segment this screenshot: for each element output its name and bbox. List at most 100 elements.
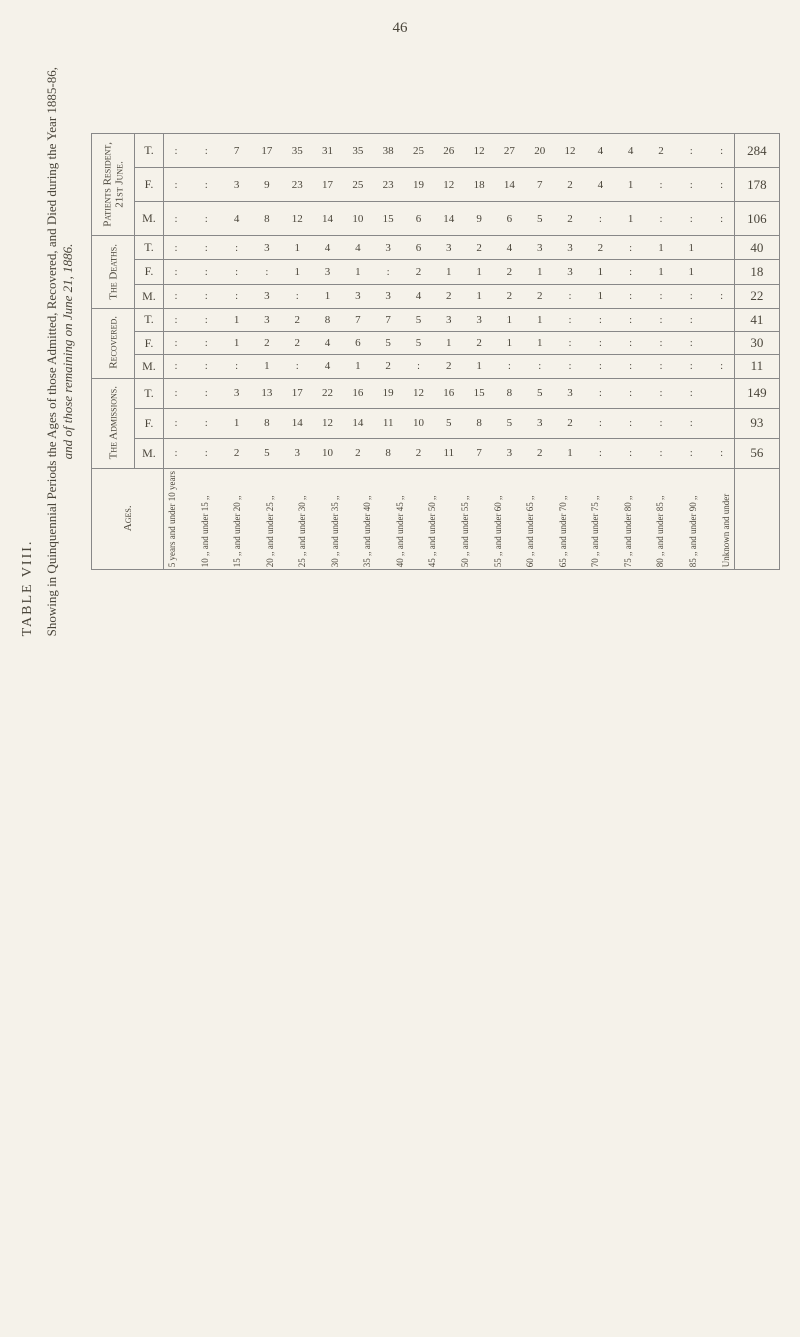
data-value: : [654,387,668,399]
total-cell: 178 [734,168,779,202]
data-value: 1 [533,314,547,326]
data-value: : [593,447,607,459]
data-value: : [684,290,698,302]
data-value: 4 [411,290,425,302]
age-range-item: 20 ,, and under 25 ,, [265,471,275,567]
table-row: F.::3923172523191218147241:::178 [92,168,780,202]
data-cell: ::71735313538252612272012442:: [163,134,734,168]
data-value: 1 [654,266,668,278]
section-header: The Deaths. [92,236,135,309]
total-cell: 284 [734,134,779,168]
table-row: F.::::131:2112131:1118 [92,260,780,284]
age-range-item: 30 ,, and under 35 ,, [330,471,340,567]
data-value: : [593,387,607,399]
data-value: 3 [230,179,244,191]
ages-row: Ages.5 years and under 10 years10 ,, and… [92,468,780,569]
data-value: 9 [260,179,274,191]
data-value: 11 [442,447,456,459]
data-value: : [624,242,638,254]
data-value: : [654,314,668,326]
data-value: 25 [351,179,365,191]
data-value: 12 [411,387,425,399]
data-value: 26 [442,145,456,157]
data-value: : [684,417,698,429]
table-row: Patients Resident,21st June.T.::71735313… [92,134,780,168]
data-value [715,266,729,278]
data-value: 14 [290,417,304,429]
row-label: T. [134,378,163,408]
data-value: 1 [563,447,577,459]
data-value: 1 [290,242,304,254]
data-value: : [624,447,638,459]
data-value: 2 [593,242,607,254]
data-value: : [654,290,668,302]
data-value: : [199,266,213,278]
data-value: : [654,447,668,459]
table-wrapper: Patients Resident,21st June.T.::71735313… [91,133,780,570]
data-value: 4 [230,213,244,225]
data-value: : [290,360,304,372]
data-value: : [502,360,516,372]
data-value: : [684,337,698,349]
data-value [715,337,729,349]
data-value: 14 [321,213,335,225]
data-value: 16 [351,387,365,399]
data-value: 1 [351,266,365,278]
data-value: 7 [351,314,365,326]
data-cell: ::48121410156149652:1::: [163,202,734,236]
data-cell: :::3:13342122:1:::: [163,284,734,308]
data-value: 15 [381,213,395,225]
data-value: 4 [321,337,335,349]
data-value: : [654,417,668,429]
data-value: : [593,337,607,349]
data-value: : [684,360,698,372]
data-value: 2 [472,337,486,349]
data-value: 14 [502,179,516,191]
data-value: 5 [533,387,547,399]
total-cell: 93 [734,408,779,438]
data-value: 4 [321,360,335,372]
data-value: 2 [411,266,425,278]
data-value: 22 [321,387,335,399]
data-value: 4 [624,145,638,157]
data-value: : [684,314,698,326]
data-value: 2 [442,360,456,372]
age-range-item: 45 ,, and under 50 ,, [427,471,437,567]
data-value: 3 [563,387,577,399]
data-cell: ::31317221619121615853:::: [163,378,734,408]
data-value: 10 [411,417,425,429]
data-value: 1 [684,266,698,278]
data-cell: ::12246551211::::: [163,332,734,355]
age-range-item: 80 ,, and under 85 ,, [655,471,665,567]
data-value: 8 [381,447,395,459]
age-range-item: 60 ,, and under 65 ,, [525,471,535,567]
data-value: 1 [533,337,547,349]
data-value: 6 [411,213,425,225]
data-value: 2 [533,290,547,302]
data-value: 1 [442,337,456,349]
data-cell: :::1:412:21:::::::: [163,355,734,378]
data-value: : [169,447,183,459]
data-value: : [230,242,244,254]
data-value: 18 [472,179,486,191]
data-value: 2 [442,290,456,302]
data-value: 5 [381,337,395,349]
total-cell: 40 [734,236,779,260]
data-value: : [715,290,729,302]
data-value: 1 [472,266,486,278]
data-value: 3 [442,242,456,254]
data-value: 5 [533,213,547,225]
total-cell: 56 [734,438,779,468]
age-range-item: 15 ,, and under 20 ,, [232,471,242,567]
row-label: T. [134,308,163,331]
age-range-item: 25 ,, and under 30 ,, [297,471,307,567]
data-value: : [563,290,577,302]
ages-label: Ages. [92,468,164,569]
data-value: 1 [593,266,607,278]
data-value: 1 [502,314,516,326]
row-label: M. [134,284,163,308]
data-value: 10 [321,447,335,459]
data-value: : [715,213,729,225]
data-value: 4 [321,242,335,254]
data-value: 1 [654,242,668,254]
